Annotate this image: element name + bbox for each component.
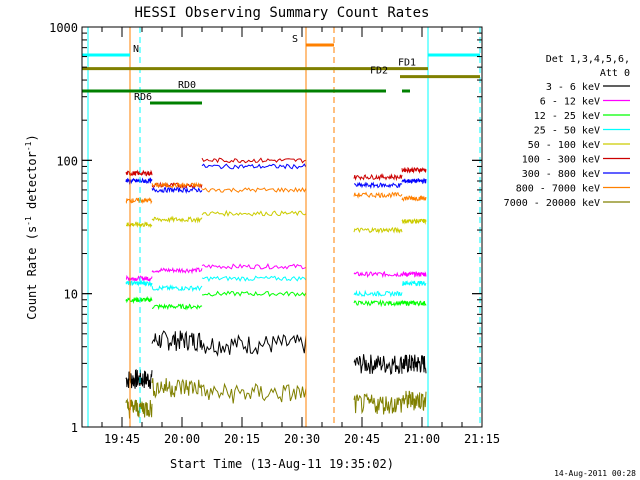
trace-segment	[201, 275, 307, 282]
trace-segment	[201, 382, 307, 404]
x-axis-label: Start Time (13-Aug-11 19:35:02)	[170, 457, 394, 471]
plot-frame	[81, 26, 483, 428]
trace-segment	[151, 303, 203, 311]
legend-entry-label: 12 - 25 keV	[534, 111, 600, 122]
x-tick-label: 20:45	[344, 432, 380, 446]
trace-segment	[151, 186, 203, 194]
trace-segment	[401, 195, 427, 202]
x-tick-label: 19:45	[104, 432, 140, 446]
trace-segment	[401, 280, 427, 287]
trace-segment	[151, 284, 203, 293]
trace-segment	[401, 218, 427, 225]
trace-segment	[353, 173, 403, 182]
flag-label: S	[292, 34, 298, 45]
legend-entry-label: 6 - 12 keV	[540, 97, 600, 108]
data-layer	[125, 157, 427, 419]
x-tick-label: 20:15	[224, 432, 260, 446]
trace-segment	[151, 330, 203, 353]
legend-entry-label: 800 - 7000 keV	[516, 184, 600, 195]
legend-entry-label: 3 - 6 keV	[546, 82, 600, 93]
trace-segment	[353, 299, 403, 308]
trace-segment	[354, 181, 403, 190]
legend-header-line1: Det 1,3,4,5,6,	[546, 54, 630, 65]
trace-segment	[201, 186, 307, 193]
y-axis-label: Count Rate (s-1 detector-1)	[24, 134, 39, 319]
x-tick-label: 21:15	[464, 432, 500, 446]
trace-segment	[401, 390, 427, 411]
trace-segment	[151, 378, 203, 399]
trace-segment	[201, 263, 307, 270]
footer-timestamp: 14-Aug-2011 00:28	[554, 469, 636, 478]
flag-label: FD1	[398, 58, 416, 69]
trace-segment	[353, 354, 403, 375]
trace-segment	[353, 392, 403, 415]
flag-label: N	[133, 44, 139, 55]
trace-segment	[201, 163, 307, 170]
trace-segment	[201, 157, 307, 164]
trace-segment	[401, 166, 427, 174]
y-tick-label: 1000	[49, 21, 78, 35]
trace-segment	[201, 209, 307, 217]
legend-entry-label: 25 - 50 keV	[534, 126, 600, 137]
trace-segment	[353, 289, 403, 298]
legend-entry-label: 100 - 300 keV	[522, 155, 600, 166]
trace-segment	[401, 354, 427, 374]
legend: Det 1,3,4,5,6, Att 0 3 - 6 keV 6 - 12 keV…	[504, 54, 630, 209]
trace-segment	[201, 333, 307, 357]
flag-layer: N S FD1 FD2 RD0 RD6	[82, 27, 481, 427]
flag-label: RD0	[178, 80, 196, 91]
x-tick-label: 21:00	[404, 432, 440, 446]
x-tick-label: 20:00	[164, 432, 200, 446]
trace-segment	[353, 191, 403, 199]
x-tick-label: 20:30	[284, 432, 320, 446]
y-tick-label: 100	[56, 154, 78, 168]
legend-header-line2: Att 0	[600, 68, 630, 79]
y-tick-label: 1	[71, 421, 78, 435]
trace-segment	[151, 266, 203, 275]
trace-segment	[353, 270, 403, 279]
legend-entry-label: 7000 - 20000 keV	[504, 198, 600, 209]
trace-segment	[151, 181, 203, 189]
trace-segment	[401, 177, 427, 185]
axis-layer: 1 10 100 1000 19:45 20:00 20:15 20:30 20:45 21:00…	[49, 21, 500, 446]
trace-segment	[401, 299, 427, 307]
trace-segment	[151, 215, 203, 224]
chart-title: HESSI Observing Summary Count Rates	[134, 5, 429, 21]
trace-segment	[202, 290, 307, 297]
y-tick-label: 10	[64, 288, 78, 302]
legend-entry-label: 50 - 100 keV	[528, 140, 600, 151]
legend-entry-label: 300 - 800 keV	[522, 169, 600, 180]
flag-label: FD2	[370, 66, 388, 77]
flag-label: RD6	[134, 92, 152, 103]
trace-segment	[401, 270, 427, 278]
trace-segment	[353, 226, 403, 234]
